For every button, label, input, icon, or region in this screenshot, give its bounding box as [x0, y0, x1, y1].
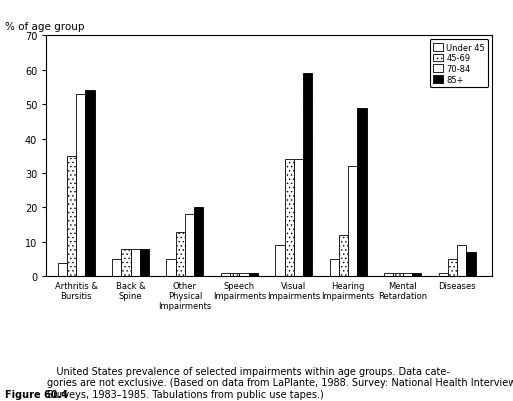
Bar	[221, 273, 230, 277]
Bar	[176, 232, 185, 277]
Text: Figure 60.4   United States prevalence of selected impairments within age groups: Figure 60.4 United States prevalence of …	[0, 400, 1, 401]
Bar	[403, 273, 412, 277]
Bar	[166, 259, 176, 277]
Bar	[185, 215, 194, 277]
Legend: Under 45, 45-69, 70-84, 85+: Under 45, 45-69, 70-84, 85+	[429, 40, 488, 88]
Bar	[85, 91, 94, 277]
Bar	[112, 259, 121, 277]
Text: Figure 60.4: Figure 60.4	[0, 400, 1, 401]
Bar	[194, 208, 204, 277]
Bar	[275, 246, 285, 277]
Bar	[249, 273, 258, 277]
Bar	[121, 249, 130, 277]
Bar	[230, 273, 240, 277]
Bar	[140, 249, 149, 277]
Bar	[466, 253, 476, 277]
Text: Figure 60.4: Figure 60.4	[5, 389, 68, 399]
Bar	[439, 273, 448, 277]
Bar	[130, 249, 140, 277]
Bar	[384, 273, 393, 277]
Bar	[358, 108, 367, 277]
Bar	[348, 167, 358, 277]
Bar	[57, 263, 67, 277]
Bar	[67, 156, 76, 277]
Bar	[412, 273, 421, 277]
Bar	[457, 246, 466, 277]
Bar	[76, 95, 85, 277]
Text: % of age group: % of age group	[5, 22, 85, 32]
Bar	[339, 235, 348, 277]
Bar	[285, 160, 294, 277]
Text: United States prevalence of selected impairments within age groups. Data cate-
g: United States prevalence of selected imp…	[47, 366, 513, 399]
Bar	[240, 273, 249, 277]
Bar	[303, 74, 312, 277]
Bar	[330, 259, 339, 277]
Bar	[448, 259, 457, 277]
Bar	[294, 160, 303, 277]
Bar	[393, 273, 403, 277]
